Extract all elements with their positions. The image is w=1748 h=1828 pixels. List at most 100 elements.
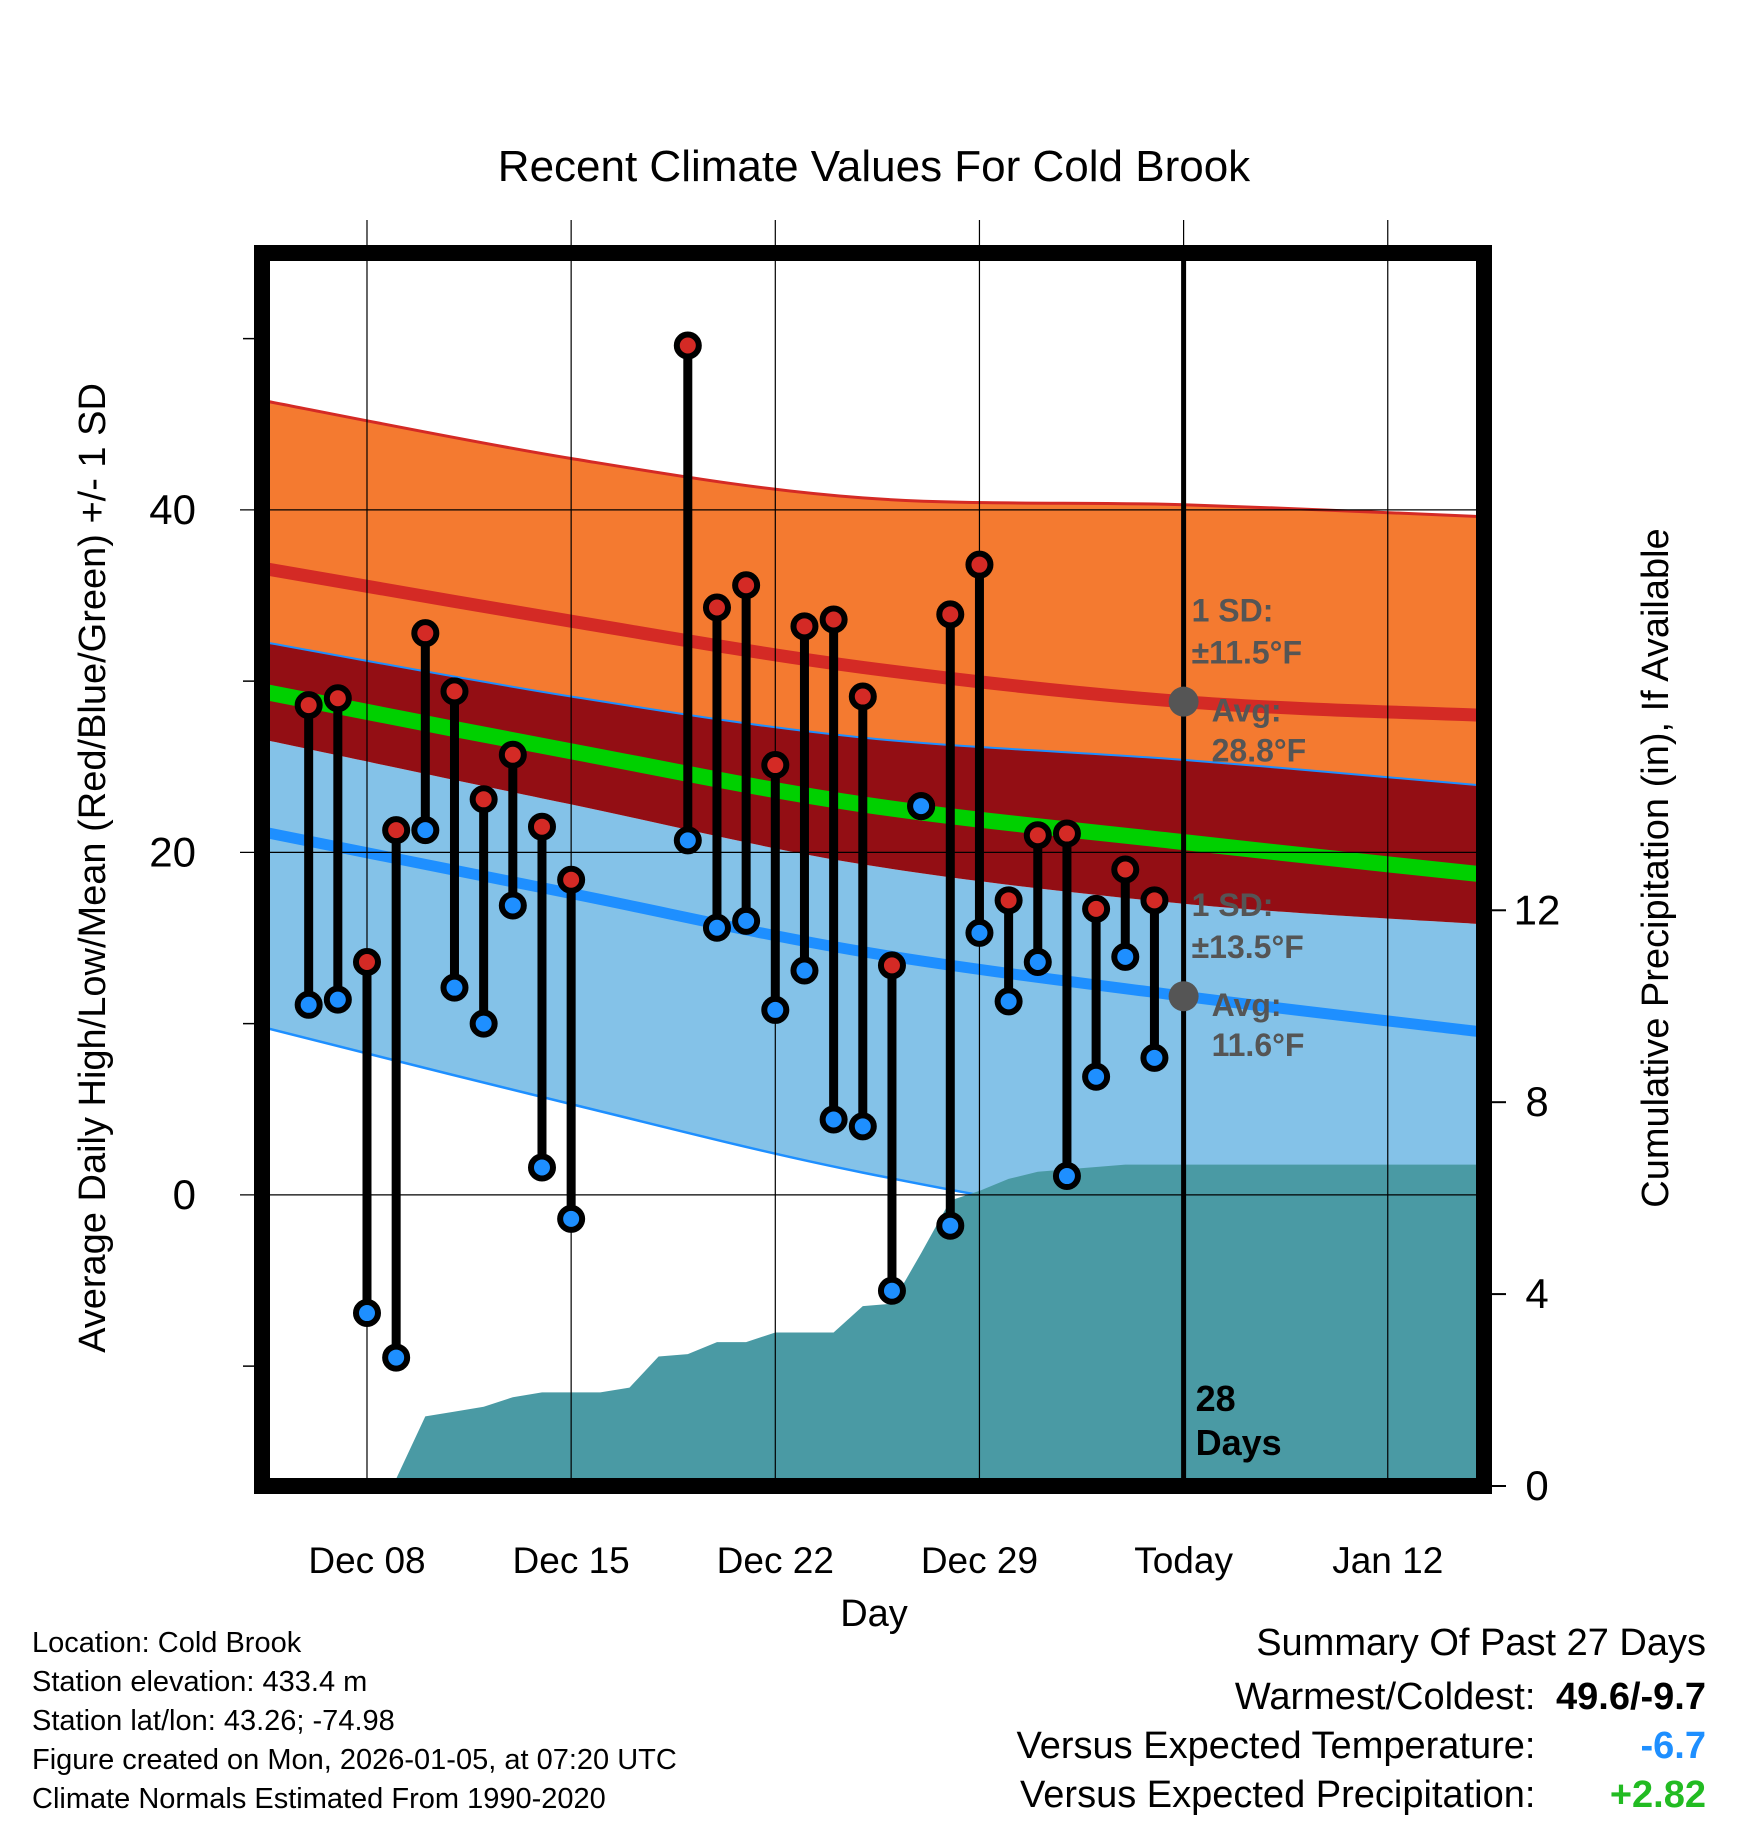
high-point (965, 550, 994, 579)
high-point (702, 593, 731, 622)
high-point (848, 682, 877, 711)
low-point (1052, 1162, 1081, 1191)
high-point (469, 785, 498, 814)
y-right-tick-label: 12 (1514, 886, 1561, 933)
y-right-tick-label: 8 (1525, 1078, 1548, 1125)
y-right-tick-label: 4 (1525, 1270, 1548, 1317)
high-point (1082, 894, 1111, 923)
summary-precip: Versus Expected Precipitation: +2.82 (1017, 1771, 1706, 1820)
high-point (323, 684, 352, 713)
station-info: Location: Cold Brook Station elevation: … (32, 1624, 677, 1819)
low-point (440, 973, 469, 1002)
high-point (994, 886, 1023, 915)
high-point (498, 740, 527, 769)
low-point (936, 1211, 965, 1240)
x-tick-label: Dec 29 (921, 1540, 1038, 1581)
high-point (1023, 821, 1052, 850)
low-point (761, 995, 790, 1024)
high-point (819, 605, 848, 634)
high-point (761, 751, 790, 780)
low-point (1082, 1062, 1111, 1091)
summary-panel: Summary Of Past 27 Days Warmest/Coldest:… (1017, 1622, 1706, 1820)
high-point (557, 865, 586, 894)
x-tick-label: Dec 08 (308, 1540, 425, 1581)
y-right-tick-label: 0 (1525, 1462, 1548, 1509)
y-left-tick-label: 20 (149, 828, 196, 875)
high-point (936, 600, 965, 629)
summary-temp: Versus Expected Temperature: -6.7 (1017, 1722, 1706, 1771)
chart-title: Recent Climate Values For Cold Brook (498, 142, 1251, 191)
normals-text: Climate Normals Estimated From 1990-2020 (32, 1783, 606, 1815)
low-point (557, 1204, 586, 1233)
high-point (294, 691, 323, 720)
low-point (790, 956, 819, 985)
days-count: 28 (1196, 1378, 1236, 1419)
temp-value: -6.7 (1640, 1725, 1706, 1767)
low-point (877, 1276, 906, 1305)
y-left-tick-label: 0 (173, 1171, 196, 1218)
low-point (527, 1153, 556, 1182)
elevation-text: Station elevation: 433.4 m (32, 1666, 368, 1698)
today-low-avg-marker (1168, 981, 1199, 1012)
created-text: Figure created on Mon, 2026-01-05, at 07… (32, 1744, 677, 1776)
high-point (1052, 819, 1081, 848)
latlon-text: Station lat/lon: 43.26; -74.98 (32, 1705, 395, 1737)
low-point (907, 792, 936, 821)
today-high-avg-marker (1168, 686, 1199, 717)
x-tick-label: Dec 22 (717, 1540, 834, 1581)
low-point (1140, 1043, 1169, 1072)
x-tick-label: Dec 15 (513, 1540, 630, 1581)
precip-label: Versus Expected Precipitation: (1020, 1774, 1536, 1816)
y-axis-left-label: Average Daily High/Low/Mean (Red/Blue/Gr… (72, 383, 114, 1353)
high-point (411, 619, 440, 648)
high-point (382, 816, 411, 845)
low-point (702, 913, 731, 942)
low-point (673, 826, 702, 855)
y-left-tick-label: 40 (149, 486, 196, 533)
low-point (323, 985, 352, 1014)
high-mean-line (262, 561, 1484, 722)
high-sd-value: ±11.5°F (1192, 635, 1302, 671)
high-point (1111, 855, 1140, 884)
low-sd-value: ±13.5°F (1192, 929, 1304, 965)
warm-cold-value: 49.6/-9.7 (1556, 1676, 1706, 1718)
sd-overlap-band (262, 641, 1484, 925)
high-avg-value: 28.8°F (1212, 733, 1307, 769)
y-axis-right-label: Cumulative Precipitation (in), If Availa… (1635, 528, 1677, 1207)
low-sd-label: 1 SD: (1192, 887, 1274, 923)
low-point (848, 1112, 877, 1141)
low-point (994, 987, 1023, 1016)
high-point (732, 571, 761, 600)
x-tick-label: Today (1134, 1540, 1233, 1581)
high-point (790, 612, 819, 641)
x-tick-label: Jan 12 (1332, 1540, 1443, 1581)
low-point (498, 891, 527, 920)
location-text: Location: Cold Brook (32, 1627, 302, 1659)
low-point (732, 906, 761, 935)
low-point (469, 1009, 498, 1038)
low-avg-label: Avg: (1212, 987, 1282, 1023)
low-point (819, 1105, 848, 1134)
precipitation-area (262, 1164, 1484, 1486)
high-upper-edge (262, 398, 1484, 519)
high-point (1140, 886, 1169, 915)
high-point (527, 812, 556, 841)
days-label: Days (1196, 1422, 1282, 1463)
summary-title: Summary Of Past 27 Days (1256, 1622, 1706, 1664)
low-point (352, 1299, 381, 1328)
high-point (673, 331, 702, 360)
low-point (411, 816, 440, 845)
high-point (877, 951, 906, 980)
low-point (1111, 942, 1140, 971)
low-avg-value: 11.6°F (1212, 1027, 1305, 1063)
plot-frame (254, 245, 1492, 1494)
low-point (382, 1343, 411, 1372)
x-axis-label: Day (840, 1593, 908, 1635)
high-point (352, 947, 381, 976)
temp-label: Versus Expected Temperature: (1016, 1725, 1536, 1767)
low-point (1023, 947, 1052, 976)
low-point (294, 990, 323, 1019)
high-avg-label: Avg: (1212, 693, 1282, 729)
high-sd-label: 1 SD: (1192, 593, 1274, 629)
